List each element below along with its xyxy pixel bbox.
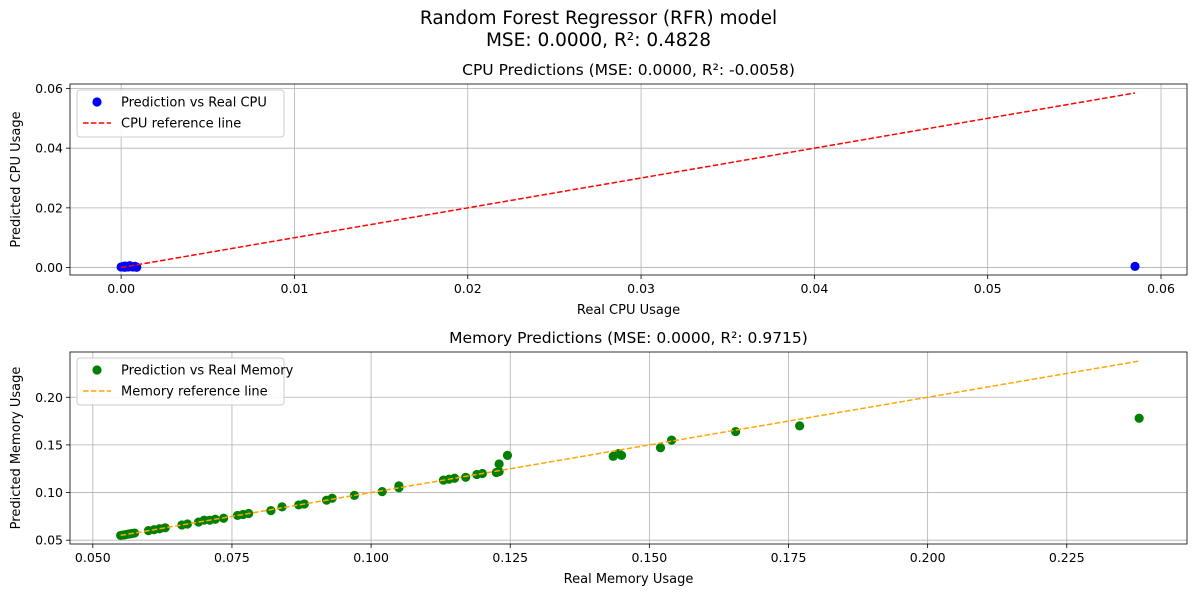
- memory-point: [494, 466, 504, 477]
- memory-point: [266, 506, 276, 516]
- memory-point: [795, 421, 805, 431]
- memory-point: [160, 523, 170, 533]
- cpu-y-tick-label: 0.02: [35, 200, 63, 215]
- memory-legend-label: Prediction vs Real Memory: [121, 364, 294, 379]
- cpu-legend-label: CPU reference line: [121, 117, 241, 132]
- cpu-x-tick-label: 0.01: [281, 281, 309, 296]
- memory-x-tick-label: 0.075: [214, 550, 250, 565]
- memory-point: [667, 435, 677, 445]
- memory-chart-title: Memory Predictions (MSE: 0.0000, R²: 0.9…: [449, 329, 808, 347]
- cpu-x-axis-label: Real CPU Usage: [577, 303, 680, 318]
- memory-point: [461, 472, 471, 482]
- memory-point: [377, 486, 387, 497]
- memory-point: [129, 528, 140, 538]
- cpu-x-tick-label: 0.05: [974, 281, 1002, 296]
- cpu-legend-marker-swatch: [92, 97, 102, 107]
- memory-point: [494, 459, 504, 469]
- memory-point: [449, 473, 460, 483]
- memory-x-tick-label: 0.050: [75, 550, 111, 565]
- cpu-axes: [66, 83, 1188, 279]
- memory-x-tick-label: 0.100: [353, 550, 389, 565]
- cpu-chart-title: CPU Predictions (MSE: 0.0000, R²: -0.005…: [462, 61, 795, 79]
- memory-y-tick-label: 0.15: [35, 437, 63, 452]
- memory-y-tick-label: 0.20: [35, 390, 63, 405]
- memory-reference-line: [120, 360, 1140, 537]
- memory-legend: [76, 357, 285, 406]
- memory-y-tick-label: 0.05: [35, 533, 63, 548]
- cpu-frame: [69, 83, 1188, 276]
- memory-x-tick-label: 0.225: [1049, 550, 1085, 565]
- memory-point: [327, 493, 337, 503]
- memory-point: [731, 426, 741, 437]
- cpu-x-tick-label: 0.00: [107, 281, 135, 296]
- memory-y-axis-label: Predicted Memory Usage: [9, 367, 24, 530]
- memory-y-tick-label: 0.10: [35, 485, 63, 500]
- figure-title: Random Forest Regressor (RFR) model: [419, 8, 778, 29]
- memory-x-tick-label: 0.200: [910, 550, 946, 565]
- memory-legend-label: Memory reference line: [121, 385, 268, 400]
- memory-point: [1134, 413, 1144, 423]
- memory-point: [502, 450, 513, 460]
- memory-legend-marker-swatch: [92, 365, 102, 375]
- cpu-x-tick-label: 0.03: [627, 281, 655, 296]
- cpu-y-tick-label: 0.04: [35, 141, 63, 156]
- cpu-reference-line: [120, 92, 1136, 269]
- cpu-point: [1130, 261, 1140, 271]
- memory-x-axis-label: Real Memory Usage: [564, 572, 694, 587]
- memory-x-tick-label: 0.150: [631, 550, 667, 565]
- cpu-y-axis-label: Predicted CPU Usage: [9, 111, 24, 247]
- memory-point: [394, 481, 404, 491]
- memory-point: [277, 502, 287, 512]
- memory-frame: [69, 351, 1188, 545]
- cpu-y-tick-label: 0.00: [35, 260, 63, 275]
- cpu-legend-label: Prediction vs Real CPU: [121, 96, 267, 111]
- cpu-x-tick-label: 0.04: [800, 281, 828, 296]
- memory-axes: [66, 351, 1188, 548]
- memory-x-tick-label: 0.175: [771, 550, 807, 565]
- cpu-x-tick-label: 0.02: [454, 281, 482, 296]
- cpu-point: [123, 262, 133, 272]
- cpu-legend: [76, 89, 285, 138]
- cpu-x-tick-label: 0.06: [1147, 281, 1175, 296]
- figure-subtitle: MSE: 0.0000, R²: 0.4828: [485, 30, 712, 51]
- memory-point: [655, 443, 666, 453]
- memory-x-tick-label: 0.125: [492, 550, 528, 565]
- cpu-y-tick-label: 0.06: [35, 81, 63, 96]
